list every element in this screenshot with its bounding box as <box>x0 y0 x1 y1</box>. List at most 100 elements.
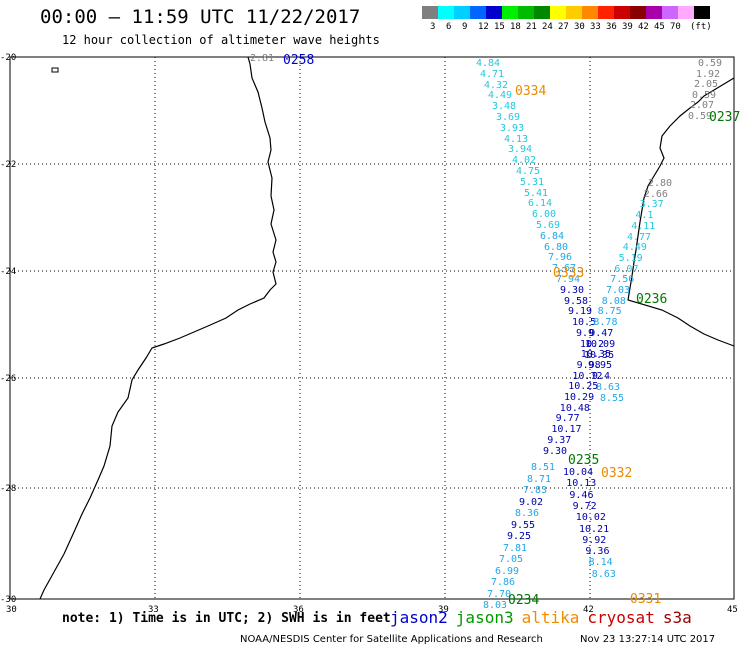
colorscale-label: 42 <box>638 22 649 32</box>
pass-time-label: 0237 <box>709 110 740 125</box>
swh-value: 2.05 <box>694 79 719 90</box>
swh-value: 0.59 <box>688 110 713 122</box>
swh-value: 9.77 <box>555 413 580 425</box>
swh-value: 7.96 <box>548 252 573 264</box>
swh-value: 1.92 <box>696 68 721 80</box>
pass-time-label: 0333 <box>553 266 585 281</box>
colorscale-swatch <box>486 6 502 19</box>
satellite-legend-item: jason3 <box>455 608 514 627</box>
swh-value: 4.71 <box>480 68 505 80</box>
satellite-legend: jason2 jason3 altika cryosat s3a <box>390 608 700 627</box>
longitude-label: 42 <box>583 605 594 615</box>
map-title: 00:00 – 11:59 UTC 11/22/2017 <box>40 6 361 28</box>
swh-value: 9.4 <box>592 371 611 383</box>
swh-value: 6.99 <box>495 565 520 577</box>
swh-value: 7.03 <box>606 285 631 296</box>
swh-value: 4.02 <box>512 155 537 167</box>
swh-value: 8.55 <box>600 392 625 404</box>
generation-timestamp: Nov 23 13:27:14 UTC 2017 <box>580 634 716 645</box>
swh-value: 7.81 <box>503 542 528 554</box>
swh-value: 7.94 <box>556 274 581 285</box>
swh-value: 7.67 <box>552 263 577 275</box>
swh-value: 6.80 <box>544 241 569 253</box>
footer-note: note: 1) Time is in UTC; 2) SWH is in fe… <box>62 611 391 626</box>
colorscale-swatch <box>518 6 534 19</box>
swh-value: 7.70 <box>487 588 512 600</box>
swh-value: 3.48 <box>492 101 517 113</box>
swh-value: 4.49 <box>488 90 513 102</box>
swh-value: 10.04 <box>563 467 594 478</box>
swh-value: 9.58 <box>564 295 589 307</box>
swh-value: 7.56 <box>610 274 635 286</box>
latitude-label: -24 <box>0 267 16 277</box>
swh-value: 3.37 <box>639 199 664 211</box>
pass-time-label: 0332 <box>601 466 633 481</box>
swh-value: 6.07 <box>614 263 639 275</box>
swh-value: 0.59 <box>692 89 717 101</box>
swh-value: 8.63 <box>596 382 621 393</box>
latitude-label: -20 <box>0 53 16 63</box>
swh-value: 6.14 <box>528 198 553 210</box>
swh-value: 9.30 <box>560 284 585 296</box>
colorscale-swatch <box>534 6 550 19</box>
colorscale-swatch <box>438 6 454 19</box>
satellite-legend-item: cryosat <box>587 608 655 627</box>
map-subtitle: 12 hour collection of altimeter wave hei… <box>62 33 380 47</box>
colorscale-label: 18 <box>510 22 521 32</box>
latitude-label: -26 <box>0 374 16 384</box>
swh-value: 8.14 <box>588 557 613 569</box>
latitude-label: -30 <box>0 595 16 605</box>
colorscale-label: 27 <box>558 22 569 32</box>
colorscale-label: 15 <box>494 22 505 32</box>
pass-time-label: 0331 <box>630 592 662 607</box>
swh-value: 3.93 <box>500 122 525 134</box>
colorscale-swatch <box>550 6 566 19</box>
swh-value: 9.19 <box>568 306 593 318</box>
colorscale-swatch <box>678 6 694 19</box>
swh-value: 10.02 <box>575 512 606 524</box>
swh-value: 6.84 <box>540 230 565 242</box>
longitude-label: 39 <box>438 605 449 615</box>
colorscale-label: 6 <box>446 22 452 32</box>
coast-island <box>51 67 59 73</box>
colorscale-swatch <box>470 6 486 19</box>
swh-value: 8.71 <box>527 473 552 485</box>
colorscale-swatch <box>422 6 438 19</box>
swh-value: 3.94 <box>508 144 533 156</box>
swh-value: 4.13 <box>504 133 529 145</box>
swh-value: 4.84 <box>476 58 501 69</box>
colorscale-swatch <box>614 6 630 19</box>
swh-value: 9.37 <box>547 434 572 446</box>
swh-value: 8.78 <box>593 317 618 329</box>
swh-value: 8.63 <box>591 568 616 580</box>
longitude-label: 45 <box>727 605 738 615</box>
swh-value: 7.86 <box>491 577 516 588</box>
swh-value: 10.29 <box>564 392 595 403</box>
latitude-label: -22 <box>0 160 16 170</box>
africa-coastline <box>39 56 277 600</box>
colorscale-label: 21 <box>526 22 537 32</box>
swh-value: 4.32 <box>484 79 509 91</box>
swh-value: 9.92 <box>582 534 607 546</box>
swh-value: 9.9 <box>576 328 595 339</box>
swh-value: 5.69 <box>536 220 561 231</box>
map-frame <box>9 56 735 600</box>
colorscale-label: 12 <box>478 22 489 32</box>
swh-value: 0.59 <box>698 58 723 69</box>
colorscale-swatch <box>582 6 598 19</box>
swh-value: 9.36 <box>585 546 610 558</box>
colorscale-swatch <box>566 6 582 19</box>
swh-value: 8.03 <box>483 600 508 611</box>
latitude-label: -28 <box>0 484 16 494</box>
colorscale-swatch <box>454 6 470 19</box>
swh-value: 8.08 <box>601 295 626 307</box>
swh-value: 10.5 <box>572 317 597 329</box>
longitude-label: 36 <box>293 605 304 615</box>
colorscale-swatch <box>662 6 678 19</box>
swh-value: 5.19 <box>618 252 643 264</box>
pass-time-label: 0235 <box>568 453 600 468</box>
swh-value: 10.25 <box>568 381 599 393</box>
credit-line: NOAA/NESDIS Center for Satellite Applica… <box>240 634 543 645</box>
colorscale-label: 33 <box>590 22 601 32</box>
